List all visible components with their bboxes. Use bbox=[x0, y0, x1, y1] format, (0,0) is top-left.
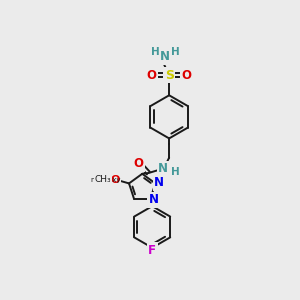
Text: H: H bbox=[171, 167, 180, 176]
Text: H: H bbox=[151, 47, 160, 57]
Text: O: O bbox=[134, 157, 143, 170]
Text: S: S bbox=[165, 69, 174, 82]
Text: N: N bbox=[154, 176, 164, 189]
Text: N: N bbox=[158, 162, 168, 175]
Text: H: H bbox=[171, 47, 180, 57]
Text: O: O bbox=[146, 69, 156, 82]
Text: O: O bbox=[110, 175, 120, 185]
Text: methoxy: methoxy bbox=[91, 177, 121, 183]
Text: N: N bbox=[160, 50, 170, 63]
Text: F: F bbox=[148, 244, 156, 256]
Text: N: N bbox=[148, 193, 158, 206]
Text: O: O bbox=[182, 69, 192, 82]
Text: CH₃: CH₃ bbox=[94, 175, 111, 184]
